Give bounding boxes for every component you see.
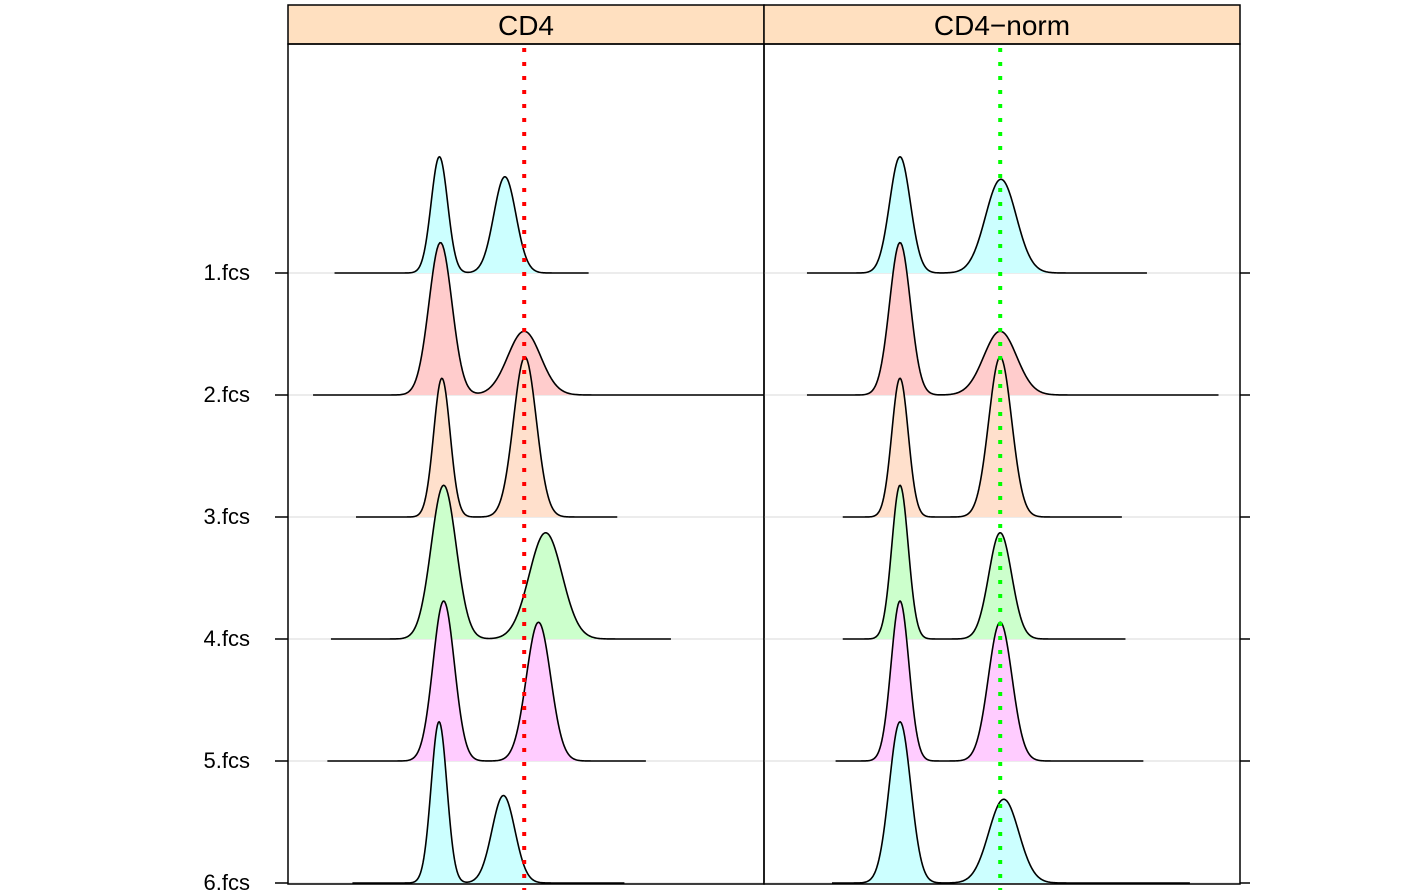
row-label-5: 5.fcs	[204, 748, 250, 773]
density-fill	[327, 601, 646, 761]
density-fill	[334, 156, 589, 273]
density-outline	[806, 156, 1147, 274]
row-label-4: 4.fcs	[204, 626, 250, 651]
density-fill	[835, 601, 1144, 761]
density-outline	[327, 600, 646, 762]
density-4-fcs	[842, 484, 1126, 640]
row-labels: 1.fcs 2.fcs 3.fcs 4.fcs 5.fcs 6.fcs	[204, 260, 1250, 890]
density-outline	[334, 155, 589, 274]
density-4-fcs	[330, 484, 671, 640]
row-label-3: 3.fcs	[204, 504, 250, 529]
panel-border	[763, 43, 1241, 885]
density-6-fcs	[352, 720, 625, 884]
density-fill	[313, 242, 764, 395]
density-fill	[806, 156, 1147, 273]
row-label-2: 2.fcs	[204, 382, 250, 407]
panels-layer: CD4 CD4−norm	[287, 4, 1241, 890]
density-outline	[313, 241, 764, 396]
density-outline	[835, 600, 1144, 762]
strip-header	[287, 4, 765, 45]
row-label-6: 6.fcs	[204, 870, 250, 890]
density-2-fcs	[313, 241, 764, 396]
strip-header	[763, 4, 1241, 45]
density-2-fcs	[806, 241, 1219, 396]
panel-cd4-norm: CD4−norm	[763, 4, 1241, 890]
density-fill	[356, 357, 618, 517]
density-fill	[352, 721, 625, 883]
density-fill	[806, 242, 1219, 395]
density-outline	[352, 720, 625, 884]
density-3-fcs	[356, 356, 618, 518]
density-outline	[842, 484, 1126, 640]
plot-area	[288, 155, 764, 884]
density-6-fcs	[832, 720, 1190, 884]
density-1-fcs	[334, 155, 589, 274]
density-outline	[806, 241, 1219, 396]
panel-cd4: CD4	[287, 4, 765, 890]
density-outline	[842, 356, 1122, 518]
strip-title: CD4−norm	[934, 10, 1070, 41]
row-label-1: 1.fcs	[204, 260, 250, 285]
density-3-fcs	[842, 356, 1122, 518]
plot-area	[764, 156, 1240, 884]
density-outline	[330, 484, 671, 640]
density-5-fcs	[327, 600, 646, 762]
density-outline	[832, 720, 1190, 884]
density-fill	[832, 721, 1190, 883]
density-outline	[356, 356, 618, 518]
density-1-fcs	[806, 156, 1147, 274]
density-5-fcs	[835, 600, 1144, 762]
strip-title: CD4	[498, 10, 554, 41]
